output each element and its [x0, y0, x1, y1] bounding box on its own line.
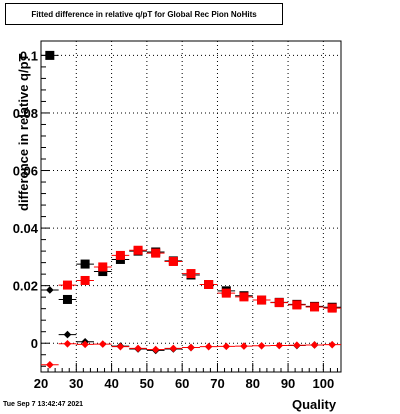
x-tick-label: 60	[175, 376, 189, 391]
data-point-square	[239, 292, 249, 302]
y-tick-label: 0.1	[20, 48, 38, 63]
data-point-square	[204, 280, 214, 290]
y-tick-label: 0	[31, 336, 38, 351]
x-tick-label: 50	[140, 376, 154, 391]
x-tick-label: 80	[246, 376, 260, 391]
data-point-square	[80, 275, 90, 285]
x-tick-label: 100	[313, 376, 335, 391]
data-point-square	[168, 256, 178, 266]
y-tick-label: 0.06	[13, 164, 38, 179]
data-point-diamond	[151, 345, 160, 354]
data-point-square	[327, 303, 337, 313]
data-point-diamond	[240, 342, 248, 350]
y-tick-label: 0.04	[13, 221, 39, 236]
chart-title: Fitted difference in relative q/pT for G…	[5, 3, 283, 25]
data-point-square	[186, 269, 196, 279]
data-point-diamond	[63, 339, 72, 348]
data-point-diamond	[187, 343, 195, 352]
data-point-square	[292, 300, 302, 310]
x-axis-label: Quality	[292, 397, 337, 412]
x-tick-label: 30	[69, 376, 83, 391]
data-point-square	[274, 298, 284, 308]
data-point-square	[98, 267, 108, 277]
data-point-square	[115, 250, 125, 260]
x-tick-label: 40	[104, 376, 118, 391]
y-tick-label: 0.08	[13, 106, 38, 121]
y-tick-label: 0.02	[13, 279, 38, 294]
data-point-diamond	[63, 330, 72, 339]
data-point-diamond	[310, 341, 319, 349]
data-point-diamond	[204, 342, 213, 351]
data-point-square	[151, 248, 161, 258]
data-point-diamond	[134, 344, 142, 353]
data-point-diamond	[169, 344, 178, 353]
data-point-square	[62, 280, 72, 290]
data-point-diamond	[275, 341, 284, 350]
x-tick-label: 70	[210, 376, 224, 391]
y-axis-label: difference in relative q/pT	[16, 53, 31, 212]
data-point-diamond	[98, 340, 107, 348]
x-tick-label: 90	[281, 376, 295, 391]
plot-frame	[40, 40, 342, 373]
data-point-diamond	[257, 342, 266, 350]
data-point-diamond	[328, 340, 336, 349]
data-point-square	[62, 294, 72, 304]
data-point-square	[80, 259, 90, 269]
data-point-square	[98, 262, 108, 272]
data-point-diamond	[46, 286, 54, 294]
data-point-diamond	[46, 361, 54, 369]
data-point-square	[221, 288, 231, 298]
x-tick-label: 20	[34, 376, 48, 391]
data-point-square	[133, 245, 143, 255]
data-point-square	[257, 295, 267, 305]
data-point-diamond	[116, 342, 125, 351]
data-point-diamond	[222, 342, 231, 351]
data-point-square	[310, 302, 320, 312]
data-point-diamond	[81, 340, 89, 349]
data-point-diamond	[293, 341, 301, 350]
data-point-square	[45, 50, 55, 60]
timestamp-label: Tue Sep 7 13:42:47 2021	[3, 401, 84, 408]
